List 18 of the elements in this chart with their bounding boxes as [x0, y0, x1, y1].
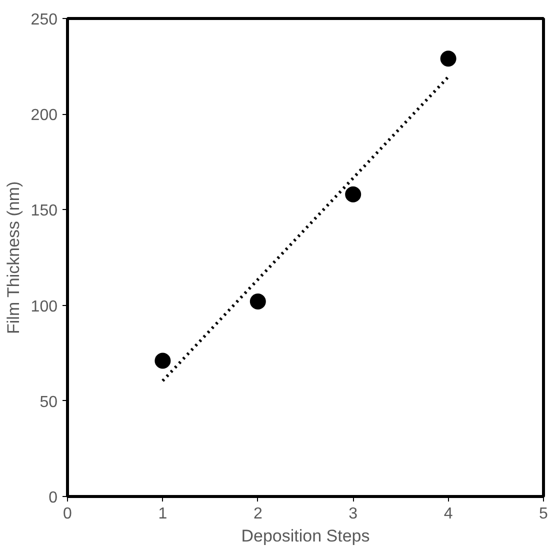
y-tick-label: 100 [30, 298, 58, 316]
y-tick-label: 150 [30, 202, 58, 220]
point [440, 50, 456, 67]
y-axis-title: Film Thickness (nm) [4, 181, 23, 334]
x-tick-label: 2 [253, 506, 262, 522]
x-tick-label: 0 [63, 506, 72, 522]
point [154, 352, 171, 369]
x-tick-label: 4 [444, 506, 453, 522]
x-axis-title: Deposition Steps [241, 526, 370, 546]
point [250, 293, 266, 310]
y-tick-label: 0 [48, 490, 58, 506]
point [345, 186, 362, 202]
x-tick-label: 5 [539, 506, 548, 522]
y-tick-label: 50 [40, 394, 58, 411]
x-tick-label: 1 [158, 506, 168, 522]
x-tick-label: 3 [348, 506, 358, 522]
y-tick-label: 250 [30, 12, 58, 28]
y-tick-label: 200 [30, 107, 58, 124]
